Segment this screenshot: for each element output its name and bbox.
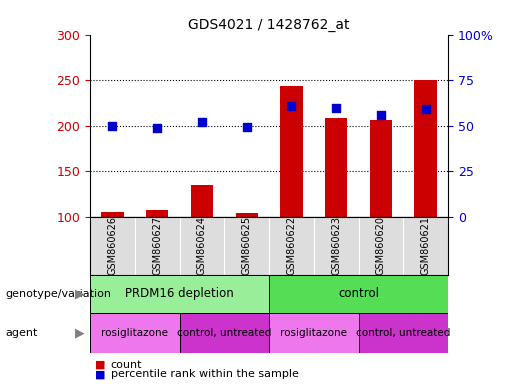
Text: GSM860625: GSM860625 [242, 216, 252, 275]
Title: GDS4021 / 1428762_at: GDS4021 / 1428762_at [188, 18, 350, 32]
Bar [358, 313, 448, 353]
Bar [90, 275, 269, 313]
Bar [235, 214, 258, 217]
Text: control, untreated: control, untreated [177, 328, 271, 338]
Text: ■: ■ [95, 369, 106, 379]
Point [287, 103, 296, 109]
Text: count: count [111, 360, 142, 370]
Text: control: control [338, 287, 379, 300]
Point [153, 126, 161, 132]
Bar [269, 275, 448, 313]
Point [422, 106, 430, 113]
Bar [280, 86, 303, 217]
Text: ■: ■ [95, 360, 106, 370]
Bar [101, 212, 124, 217]
Text: GSM860623: GSM860623 [331, 216, 341, 275]
Text: genotype/variation: genotype/variation [5, 289, 111, 299]
Point [243, 124, 251, 130]
Text: rosiglitazone: rosiglitazone [280, 328, 347, 338]
Bar [191, 185, 213, 217]
Text: GSM860624: GSM860624 [197, 216, 207, 275]
Bar [370, 120, 392, 217]
Text: GSM860626: GSM860626 [108, 216, 117, 275]
Point [377, 112, 385, 118]
Bar [415, 80, 437, 217]
Text: agent: agent [5, 328, 38, 338]
Bar [90, 313, 180, 353]
Bar [180, 313, 269, 353]
Text: percentile rank within the sample: percentile rank within the sample [111, 369, 299, 379]
Text: ▶: ▶ [75, 327, 84, 339]
Bar [325, 119, 348, 217]
Text: GSM860621: GSM860621 [421, 216, 431, 275]
Point [198, 119, 206, 125]
Bar [146, 210, 168, 217]
Point [108, 123, 116, 129]
Text: PRDM16 depletion: PRDM16 depletion [125, 287, 234, 300]
Text: ▶: ▶ [75, 287, 84, 300]
Text: GSM860627: GSM860627 [152, 216, 162, 275]
Text: rosiglitazone: rosiglitazone [101, 328, 168, 338]
Text: control, untreated: control, untreated [356, 328, 451, 338]
Point [332, 105, 340, 111]
Text: GSM860620: GSM860620 [376, 216, 386, 275]
Text: GSM860622: GSM860622 [286, 216, 297, 275]
Bar [269, 313, 358, 353]
